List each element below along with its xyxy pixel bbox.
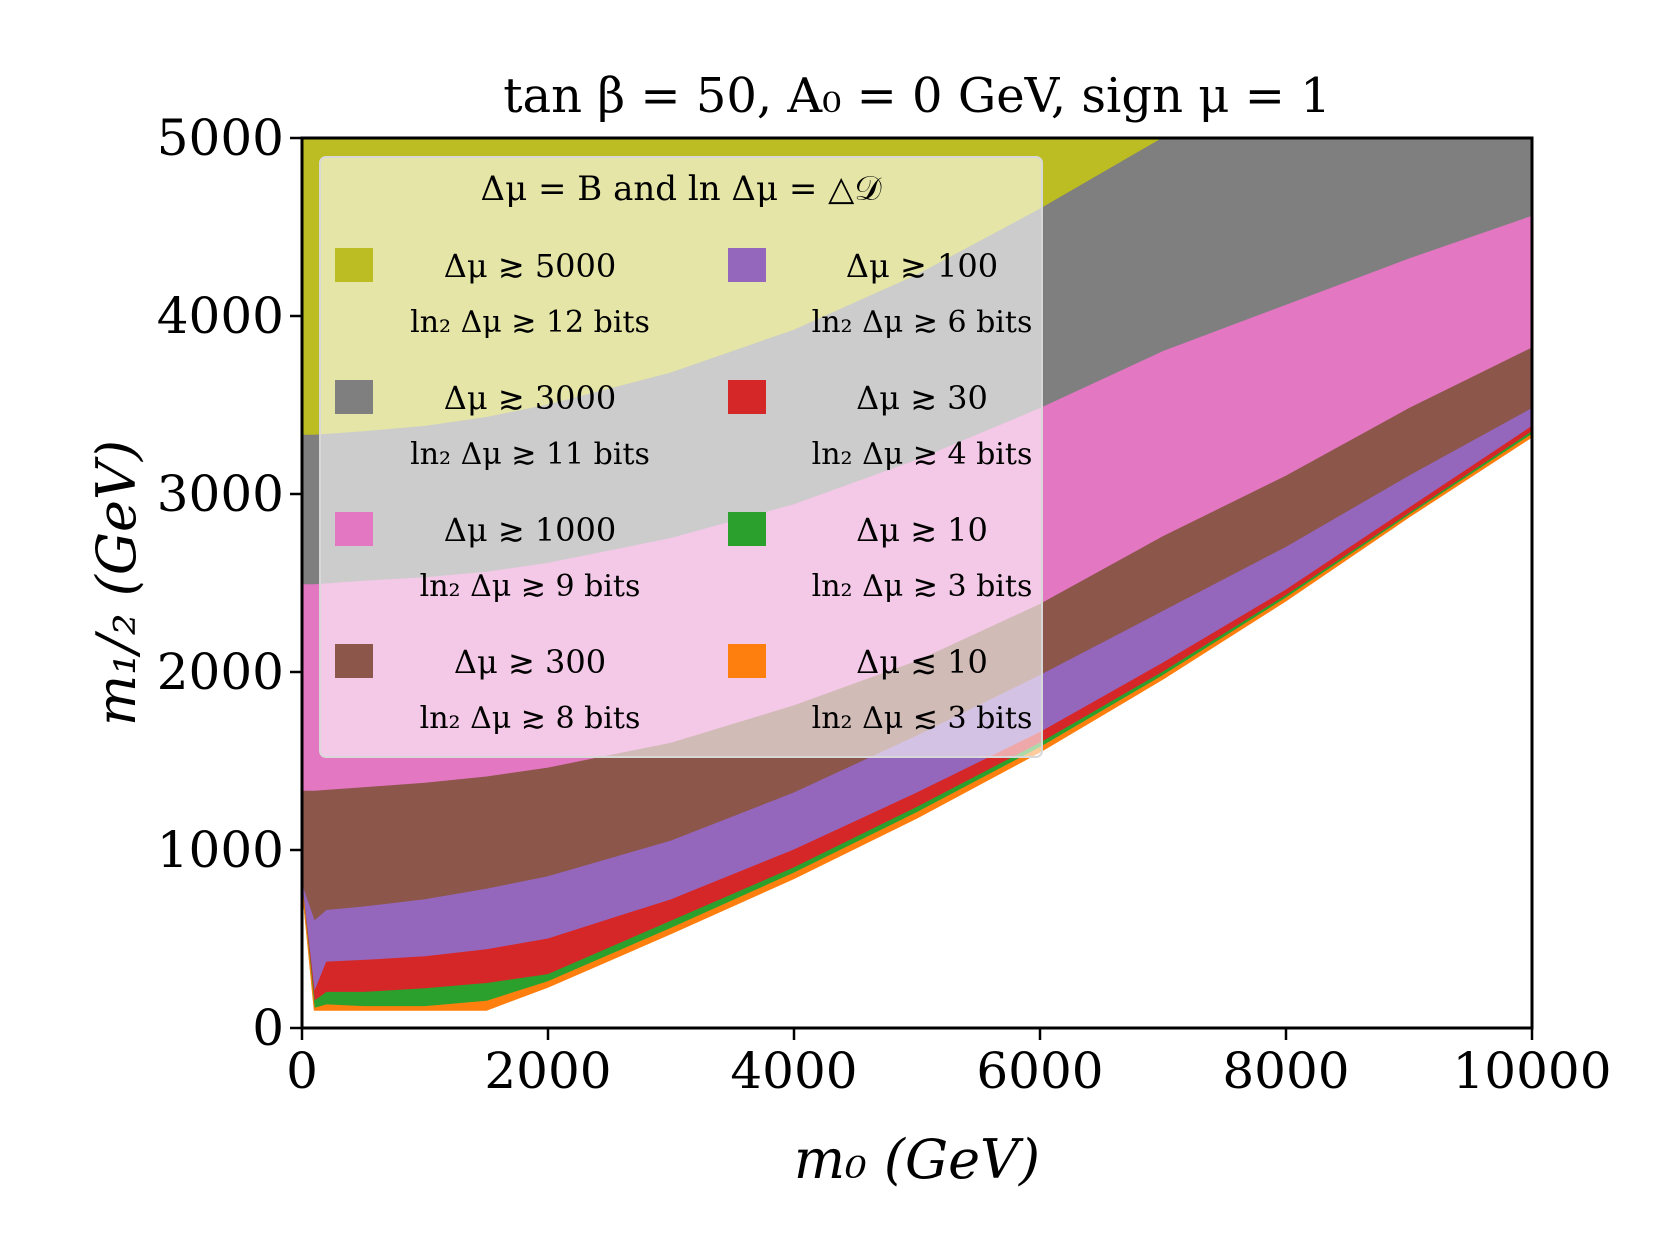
y-tick-label: 4000 [157, 287, 284, 345]
legend-label: Δμ ≳ 3000 [444, 379, 617, 417]
legend-label: Δμ ≲ 10 [856, 643, 988, 681]
y-tick-label: 3000 [157, 465, 284, 523]
plot-frame [300, 136, 1534, 1030]
x-tick-label: 6000 [976, 1042, 1103, 1100]
legend-sublabel: ln₂ Δμ ≳ 6 bits [812, 305, 1033, 340]
legend-label: Δμ ≳ 5000 [444, 247, 617, 285]
y-tick-label: 2000 [157, 643, 284, 701]
legend-swatch [335, 380, 373, 414]
legend-label: Δμ ≳ 1000 [444, 511, 617, 549]
x-tick-label: 8000 [1222, 1042, 1349, 1100]
y-axis-label: m₁/₂ (GeV) [85, 440, 148, 726]
legend-sublabel: ln₂ Δμ ≳ 4 bits [812, 437, 1033, 472]
legend-sublabel: ln₂ Δμ ≳ 12 bits [410, 305, 650, 340]
x-tick-label: 4000 [730, 1042, 857, 1100]
legend-label: Δμ ≳ 100 [846, 247, 998, 285]
legend-swatch [728, 380, 766, 414]
legend-box [319, 156, 1043, 758]
legend-sublabel: ln₂ Δμ ≳ 11 bits [410, 437, 650, 472]
legend-swatch [728, 644, 766, 678]
y-tick-label: 5000 [157, 109, 284, 167]
legend: Δμ = B and ln Δμ = △𝒟 Δμ ≳ 5000 ln₂ Δμ ≳ … [319, 156, 1043, 758]
legend-sublabel: ln₂ Δμ ≲ 3 bits [812, 701, 1033, 736]
legend-swatch [335, 644, 373, 678]
y-axis-ticks: 0 1000 2000 3000 4000 5000 [157, 109, 302, 1057]
x-axis-ticks: 0 2000 4000 6000 8000 10000 [286, 1028, 1612, 1100]
legend-swatch [335, 248, 373, 282]
legend-label: Δμ ≳ 10 [856, 511, 988, 549]
x-tick-label: 10000 [1452, 1042, 1611, 1100]
legend-swatch [728, 512, 766, 546]
legend-swatch [728, 248, 766, 282]
chart-title: tan β = 50, A₀ = 0 GeV, sign μ = 1 [503, 68, 1330, 124]
legend-label: Δμ ≳ 30 [856, 379, 988, 417]
legend-sublabel: ln₂ Δμ ≳ 8 bits [420, 701, 641, 736]
legend-entries: Δμ ≳ 5000 ln₂ Δμ ≳ 12 bits Δμ ≳ 3000 ln₂ Δμ… [335, 247, 1032, 736]
legend-label: Δμ ≳ 300 [454, 643, 606, 681]
band-8 [302, 433, 1532, 1011]
x-tick-label: 2000 [484, 1042, 611, 1100]
legend-swatch [335, 512, 373, 546]
legend-sublabel: ln₂ Δμ ≳ 3 bits [812, 569, 1033, 604]
legend-sublabel: ln₂ Δμ ≳ 9 bits [420, 569, 641, 604]
y-tick-label: 1000 [157, 821, 284, 879]
x-tick-label: 0 [286, 1042, 318, 1100]
y-tick-label: 0 [252, 999, 284, 1057]
legend-title: Δμ = B and ln Δμ = △𝒟 [481, 169, 883, 209]
x-axis-label: m₀ (GeV) [794, 1128, 1040, 1191]
